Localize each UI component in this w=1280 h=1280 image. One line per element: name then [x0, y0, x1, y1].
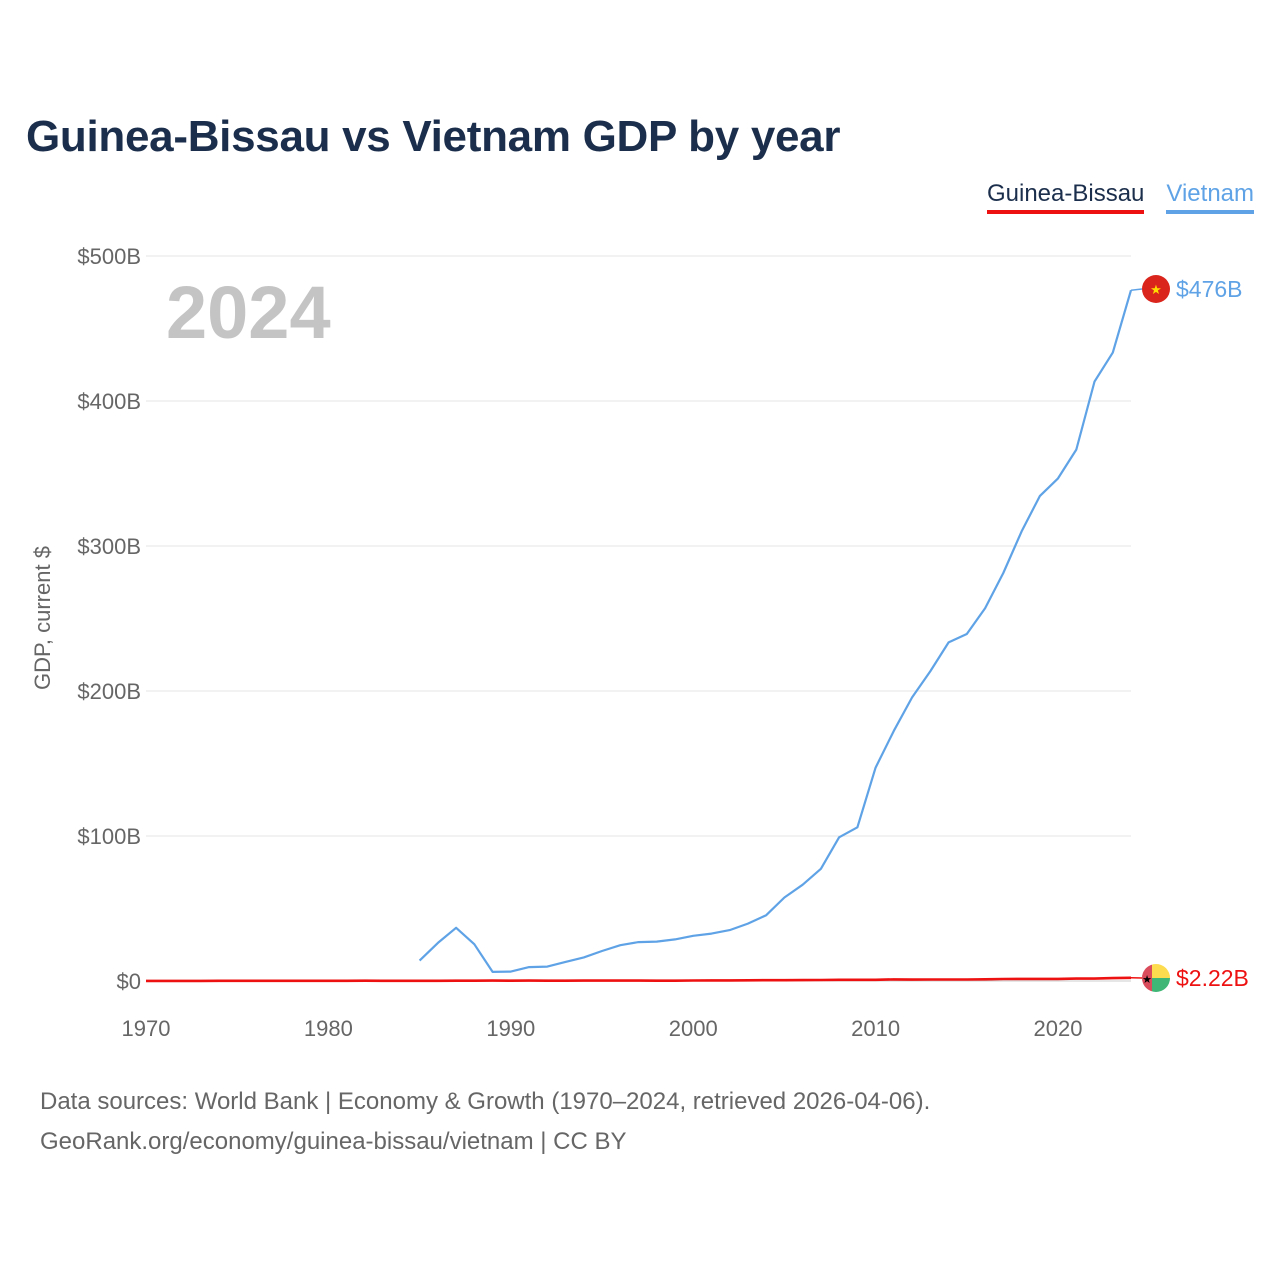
- end-connector-vietnam: [1130, 288, 1143, 291]
- y-tick-label: $300B: [77, 534, 141, 559]
- series-line-guinea-bissau: [146, 976, 1132, 983]
- year-watermark: 2024: [166, 271, 331, 354]
- vietnam-flag-star-icon: ★: [1150, 283, 1162, 298]
- guinea-bissau-flag-icon: ★: [1142, 964, 1170, 992]
- x-tick-label: 1980: [304, 1016, 353, 1041]
- y-tick-label: $500B: [77, 244, 141, 269]
- y-axis-label: GDP, current $: [30, 546, 55, 690]
- y-tick-label: $200B: [77, 679, 141, 704]
- chart-footer: Data sources: World Bank | Economy & Gro…: [40, 1082, 930, 1162]
- chart-title: Guinea-Bissau vs Vietnam GDP by year: [26, 112, 841, 161]
- vietnam-flag-icon: [1142, 275, 1170, 303]
- data-source-note: Data sources: World Bank | Economy & Gro…: [40, 1088, 931, 1115]
- x-tick-label: 2020: [1034, 1016, 1083, 1041]
- x-tick-label: 1990: [486, 1016, 535, 1041]
- legend-item-vietnam[interactable]: Vietnam: [1166, 180, 1254, 214]
- source-link[interactable]: GeoRank.org/economy/guinea-bissau/vietna…: [40, 1128, 627, 1155]
- series-line-vietnam: [418, 289, 1133, 974]
- y-tick-label: $400B: [77, 389, 141, 414]
- end-label-vietnam: $476B: [1176, 276, 1243, 302]
- y-tick-label: $0: [117, 969, 141, 994]
- x-tick-label: 1970: [122, 1016, 171, 1041]
- x-tick-label: 2000: [669, 1016, 718, 1041]
- x-tick-label: 2010: [851, 1016, 900, 1041]
- y-tick-label: $100B: [77, 824, 141, 849]
- chart-legend: Guinea-Bissau Vietnam: [986, 180, 1254, 214]
- legend-item-guinea-bissau[interactable]: Guinea-Bissau: [986, 180, 1145, 214]
- end-label-guinea-bissau: $2.22B: [1176, 965, 1249, 991]
- svg-text:★: ★: [1142, 973, 1152, 986]
